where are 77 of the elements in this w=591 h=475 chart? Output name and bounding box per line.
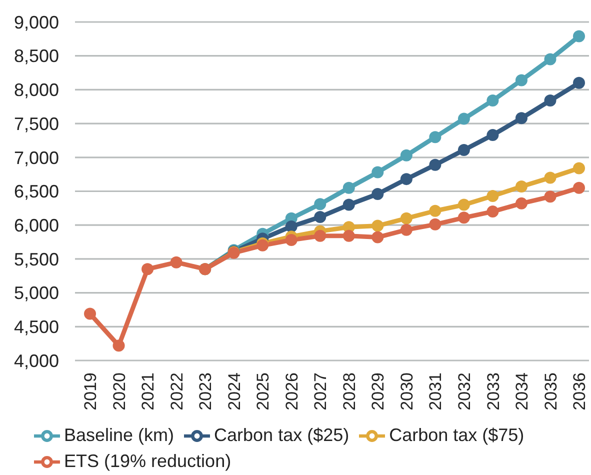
point: [372, 220, 384, 232]
y-tick-label: 6,500: [14, 182, 59, 202]
y-tick-label: 5,500: [14, 249, 59, 270]
x-tick-label: 2035: [541, 372, 560, 410]
x-tick-label: 2030: [397, 372, 416, 410]
point: [573, 182, 585, 194]
point: [515, 180, 528, 193]
point: [544, 172, 556, 184]
point: [372, 188, 384, 200]
point: [285, 234, 298, 246]
point: [515, 112, 528, 124]
point: [458, 112, 470, 125]
point: [429, 131, 442, 144]
point: [400, 173, 412, 186]
point: [142, 263, 154, 276]
point: [544, 53, 556, 66]
point: [544, 94, 556, 107]
point: [458, 212, 470, 224]
point: [342, 230, 355, 242]
point: [400, 149, 412, 162]
point: [573, 162, 585, 174]
x-tick-label: 2032: [455, 372, 474, 410]
point: [372, 166, 384, 178]
x-tick-label: 2033: [484, 372, 503, 410]
x-tick-label: 2022: [167, 372, 186, 410]
point: [486, 129, 499, 142]
point: [486, 190, 499, 202]
y-tick-label: 4,500: [14, 317, 59, 338]
x-tick-label: 2026: [282, 372, 302, 410]
legend-label: Carbon tax ($75): [389, 424, 524, 444]
x-tick-label: 2020: [110, 372, 129, 410]
point: [400, 212, 412, 224]
point: [170, 256, 182, 268]
y-tick-label: 8,500: [14, 46, 59, 66]
y-tick-label: 5,000: [14, 283, 59, 304]
x-tick-label: 2028: [340, 372, 359, 410]
y-tick-label: 4,000: [14, 350, 59, 371]
point: [544, 190, 556, 203]
x-tick-label: 2019: [81, 372, 100, 410]
y-tick-label: 7,500: [14, 114, 59, 134]
point: [429, 218, 442, 230]
y-tick-label: 8,000: [14, 80, 59, 100]
point: [486, 94, 499, 107]
x-tick-label: 2034: [512, 372, 532, 410]
x-tick-label: 2025: [254, 372, 273, 410]
point: [573, 76, 585, 89]
x-tick-label: 2023: [196, 372, 216, 410]
point: [112, 340, 125, 352]
point: [314, 198, 326, 210]
point: [400, 224, 412, 236]
x-tick-label: 2036: [570, 372, 590, 410]
x-tick-label: 2024: [224, 372, 244, 410]
point: [573, 30, 585, 42]
point: [314, 230, 326, 242]
x-tick-label: 2021: [138, 372, 158, 410]
legend-label: Baseline (km): [64, 424, 174, 444]
point: [429, 158, 442, 171]
x-tick-label: 2031: [426, 372, 446, 410]
point: [285, 220, 298, 232]
legend-label: ETS (19% reduction): [64, 450, 232, 471]
point: [342, 198, 355, 211]
x-tick-label: 2027: [311, 372, 330, 410]
y-tick-label: 9,000: [14, 12, 59, 32]
point: [458, 198, 470, 211]
point: [429, 204, 442, 217]
y-tick-label: 7,000: [14, 148, 59, 168]
point: [458, 144, 470, 156]
point: [486, 206, 499, 218]
legend-label: Carbon tax ($25): [214, 424, 350, 444]
x-tick-label: 2029: [368, 372, 388, 410]
point: [342, 182, 355, 194]
point: [84, 308, 96, 320]
point: [515, 74, 528, 86]
point: [515, 197, 528, 210]
point: [314, 210, 326, 223]
y-tick-label: 6,000: [14, 215, 59, 236]
point: [372, 231, 384, 244]
